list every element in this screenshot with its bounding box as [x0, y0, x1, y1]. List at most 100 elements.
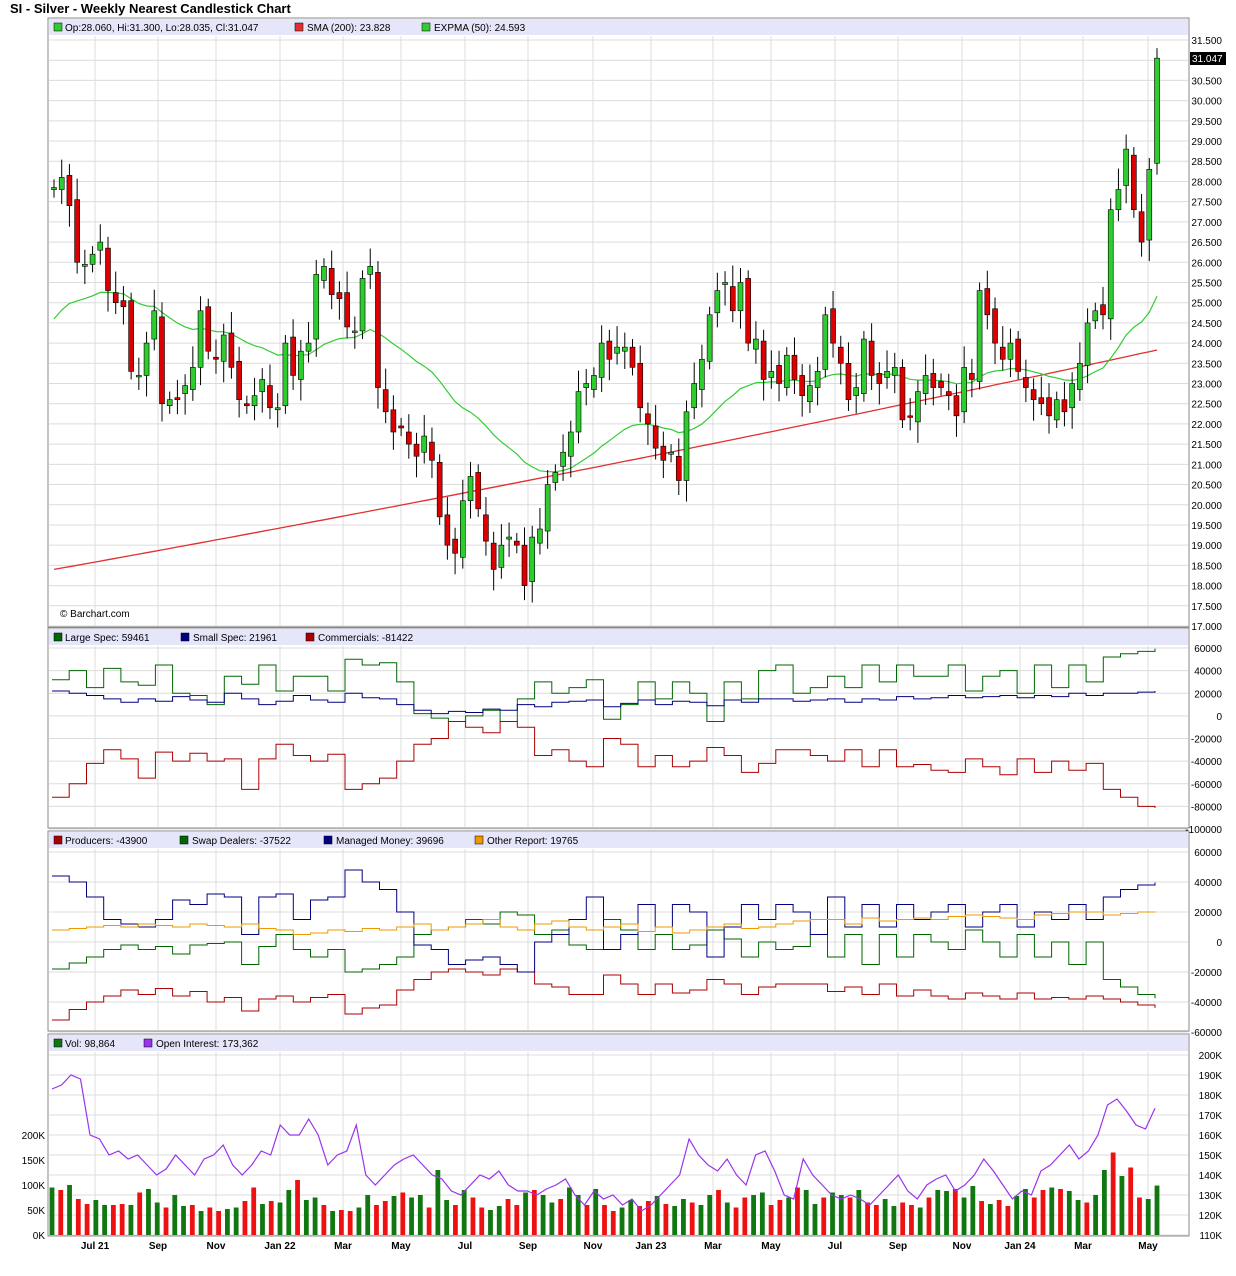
cot-y-tick-label: -40000: [1191, 757, 1223, 768]
disagg-y-tick-label: -60000: [1191, 1028, 1223, 1039]
disagg-y-tick-label: 60000: [1194, 848, 1222, 859]
cot-y-tick-label: 60000: [1194, 644, 1222, 655]
disagg-legend-bg: [49, 832, 1188, 848]
candle-body: [213, 356, 219, 360]
volume-bar: [900, 1202, 906, 1235]
candle-body: [298, 350, 304, 380]
disagg-y-tick-label: 20000: [1194, 908, 1222, 919]
candle-body: [1146, 169, 1153, 241]
candle-body: [837, 346, 844, 364]
disagg-legend: Producers: -43900 Swap Dealers: -37522 M…: [49, 832, 1188, 848]
volume-bar: [347, 1211, 353, 1235]
candle-body: [1131, 154, 1137, 211]
candle-body: [406, 431, 412, 445]
volume-bar: [1093, 1195, 1099, 1235]
cot-panel-frame: [47, 627, 1190, 829]
volume-right-tick-label: 200K: [1199, 1051, 1223, 1062]
candle-body: [1038, 397, 1045, 405]
candle-body: [1053, 399, 1060, 421]
candle-body: [112, 292, 119, 303]
volume-legend: Vol: 98,864 Open Interest: 173,362: [49, 1035, 1188, 1051]
candle-body: [498, 544, 505, 568]
volume-bar: [672, 1206, 678, 1235]
price-y-tick-label: 23.500: [1191, 359, 1222, 370]
candle-body: [760, 340, 767, 380]
candle-body: [822, 314, 829, 370]
candle-body: [845, 363, 852, 400]
price-y-tick-label: 19.500: [1191, 521, 1222, 532]
volume-legend-bg: [49, 1035, 1188, 1051]
price-y-tick-label: 19.000: [1191, 541, 1222, 552]
volume-bar: [453, 1205, 458, 1235]
candle-body: [783, 354, 790, 388]
candle-body: [321, 266, 327, 281]
volume-bar: [768, 1205, 774, 1235]
candle-body: [714, 290, 721, 314]
candle-body: [899, 367, 906, 421]
candle-body: [922, 375, 929, 394]
volume-bar: [909, 1205, 914, 1235]
price-y-tick-label: 28.500: [1191, 157, 1222, 168]
candle-body: [82, 263, 88, 267]
candle-body: [398, 425, 404, 429]
candle-body: [367, 266, 374, 275]
candle-body: [552, 472, 559, 483]
candle-body: [1100, 304, 1106, 316]
cot-y-tick-label: -20000: [1191, 735, 1223, 746]
volume-bar: [882, 1199, 888, 1235]
candle-body: [467, 476, 474, 502]
candle-body: [205, 306, 212, 352]
candle-body: [529, 536, 536, 582]
candle-body: [274, 407, 281, 411]
volume-bar: [593, 1189, 599, 1235]
volume-bar: [207, 1207, 213, 1235]
candle-body: [174, 397, 181, 400]
price-y-tick-label: 21.000: [1191, 460, 1222, 471]
candle-body: [537, 528, 543, 544]
volume-bar: [575, 1195, 581, 1235]
candle-body: [992, 308, 998, 344]
candle-body: [1046, 397, 1052, 417]
candle-body: [915, 391, 921, 423]
ohlc-legend-swatch: [53, 22, 63, 32]
volume-left-tick-label: 0K: [33, 1231, 46, 1242]
volume-bar: [496, 1206, 502, 1235]
producers-swatch: [53, 835, 63, 845]
large-spec-swatch: [53, 632, 63, 642]
price-y-tick-label: 23.000: [1191, 380, 1222, 391]
volume-bar: [856, 1190, 862, 1235]
volume-bar: [1110, 1152, 1116, 1235]
volume-bar: [119, 1204, 125, 1235]
candle-body: [629, 346, 636, 368]
candle-body: [776, 365, 782, 384]
candle-body: [853, 387, 859, 396]
volume-bar: [567, 1187, 572, 1235]
price-y-tick-label: 29.000: [1191, 137, 1222, 148]
price-y-tick-label: 25.500: [1191, 278, 1222, 289]
volume-bar: [1145, 1199, 1151, 1235]
x-tick-label: Mar: [704, 1241, 722, 1252]
candle-body: [290, 336, 296, 376]
large-spec-legend-label: Large Spec: 59461: [65, 633, 150, 644]
candle-body: [1015, 338, 1021, 372]
candle-body: [683, 411, 690, 481]
price-y-tick-label: 31.500: [1191, 36, 1222, 47]
volume-right-tick-label: 120K: [1199, 1211, 1223, 1222]
candle-body: [876, 373, 883, 384]
x-tick-label: Sep: [889, 1241, 907, 1252]
small-spec-legend-label: Small Spec: 21961: [193, 633, 277, 644]
volume-bar: [698, 1205, 704, 1235]
candle-body: [745, 278, 751, 344]
candle-body: [105, 247, 111, 291]
volume-right-tick-label: 140K: [1199, 1171, 1223, 1182]
volume-bar: [339, 1210, 344, 1235]
volume-bar: [409, 1197, 414, 1235]
volume-bar: [426, 1207, 432, 1235]
candle-body: [159, 316, 165, 405]
volume-bar: [356, 1207, 362, 1235]
x-tick-label: Jul: [458, 1241, 473, 1252]
candle-body: [1061, 399, 1068, 413]
candle-body: [706, 314, 713, 362]
volume-bar: [277, 1202, 283, 1235]
